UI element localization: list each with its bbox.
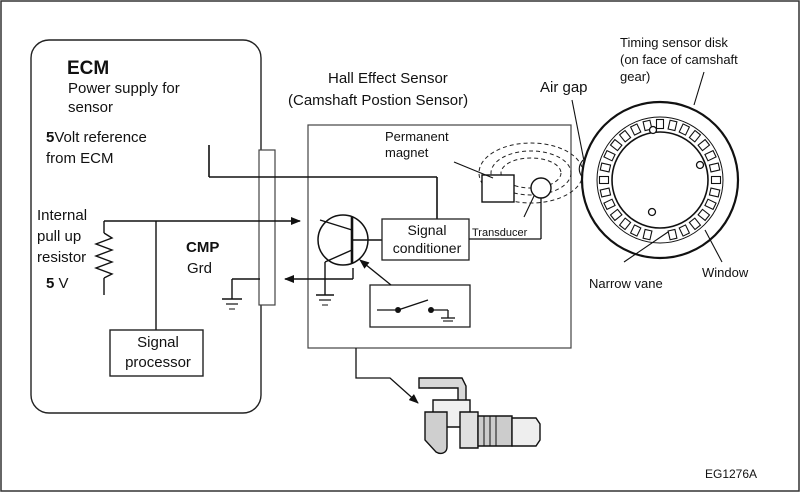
- disk-window-slot: [667, 119, 678, 132]
- disk-window-slot: [678, 123, 691, 136]
- volt-reference-label: 5Volt reference: [46, 128, 147, 147]
- pullup-resistor-label: Internal pull up resistor: [37, 207, 88, 266]
- disk-window-slot: [599, 162, 612, 173]
- ecm-ground-symbol: [222, 278, 260, 310]
- disk-window-slot: [599, 187, 612, 198]
- timing-sensor-disk: [580, 71, 740, 263]
- disk-window-slot: [618, 217, 632, 231]
- sensor-subtitle: (Camshaft Postion Sensor): [288, 92, 469, 109]
- disk-window-slot: [688, 217, 702, 231]
- from-ecm-label: from ECM: [46, 150, 114, 167]
- disk-window-slot: [710, 175, 722, 185]
- permanent-magnet-label: Permanent magnet: [385, 129, 449, 160]
- signal-conditioner-box: [381, 218, 470, 261]
- air-gap-label: Air gap: [540, 79, 588, 96]
- signal-conditioner-label: Signal conditioner: [392, 222, 462, 256]
- disk-window-slot: [618, 129, 632, 143]
- five-volt-label: 5 V: [46, 274, 69, 293]
- disk-window-slot: [609, 208, 623, 222]
- volt-reference-number: 5: [46, 129, 55, 146]
- power-supply-label: Power supply for sensor: [68, 80, 180, 116]
- cmp-label: CMP: [186, 239, 220, 256]
- disk-window-slot: [598, 175, 610, 185]
- signal-processor-box: [109, 329, 204, 377]
- disk-window-slot: [609, 138, 623, 152]
- sensor-title: Hall Effect Sensor: [328, 70, 448, 87]
- grd-label: Grd: [187, 260, 213, 277]
- transducer-label: Transducer: [472, 227, 528, 239]
- pullup-resistor: [94, 232, 114, 279]
- disk-window-slot: [688, 129, 702, 143]
- disk-window-slot: [708, 187, 721, 198]
- disk-window-slot: [697, 138, 711, 152]
- narrow-vane-label: Narrow vane: [589, 276, 663, 291]
- disk-window-slot: [704, 198, 717, 211]
- disk-window-slot: [697, 208, 711, 222]
- disk-window-slot: [704, 149, 717, 162]
- disk-window-slot: [655, 118, 665, 130]
- transistor-symbol: [316, 214, 382, 306]
- disk-window-slot: [678, 224, 691, 237]
- switch-control-arrow: [359, 259, 392, 286]
- camshaft-sensor-part: [418, 377, 541, 455]
- disk-window-slot: [603, 149, 616, 162]
- sensor-part-arrow: [355, 348, 419, 404]
- switch-box: [369, 284, 471, 328]
- disk-title-line3: gear): [620, 69, 651, 84]
- ecm-title: ECM: [67, 58, 110, 79]
- signal-line: [94, 217, 301, 330]
- five-volt-number: 5: [46, 275, 55, 292]
- disk-window-slot: [629, 224, 642, 237]
- figure-code: EG1276A: [705, 467, 758, 481]
- disk-title-line1: Timing sensor disk: [620, 35, 728, 50]
- ground-return-line: [284, 268, 354, 283]
- five-volt-unit: V: [58, 275, 69, 292]
- disk-window-slot: [642, 228, 653, 241]
- disk-window-slot: [667, 228, 678, 241]
- disk-title-line2: (on face of camshaft: [620, 52, 738, 67]
- disk-window-slot: [708, 162, 721, 173]
- window-label: Window: [702, 265, 749, 280]
- connector-strip: [258, 149, 276, 306]
- volt-reference-text: Volt reference: [54, 129, 147, 146]
- five-volt-reference-line: [208, 145, 438, 221]
- disk-window-slot: [629, 123, 642, 136]
- signal-processor-label: Signal processor: [125, 334, 191, 371]
- disk-window-slot: [603, 198, 616, 211]
